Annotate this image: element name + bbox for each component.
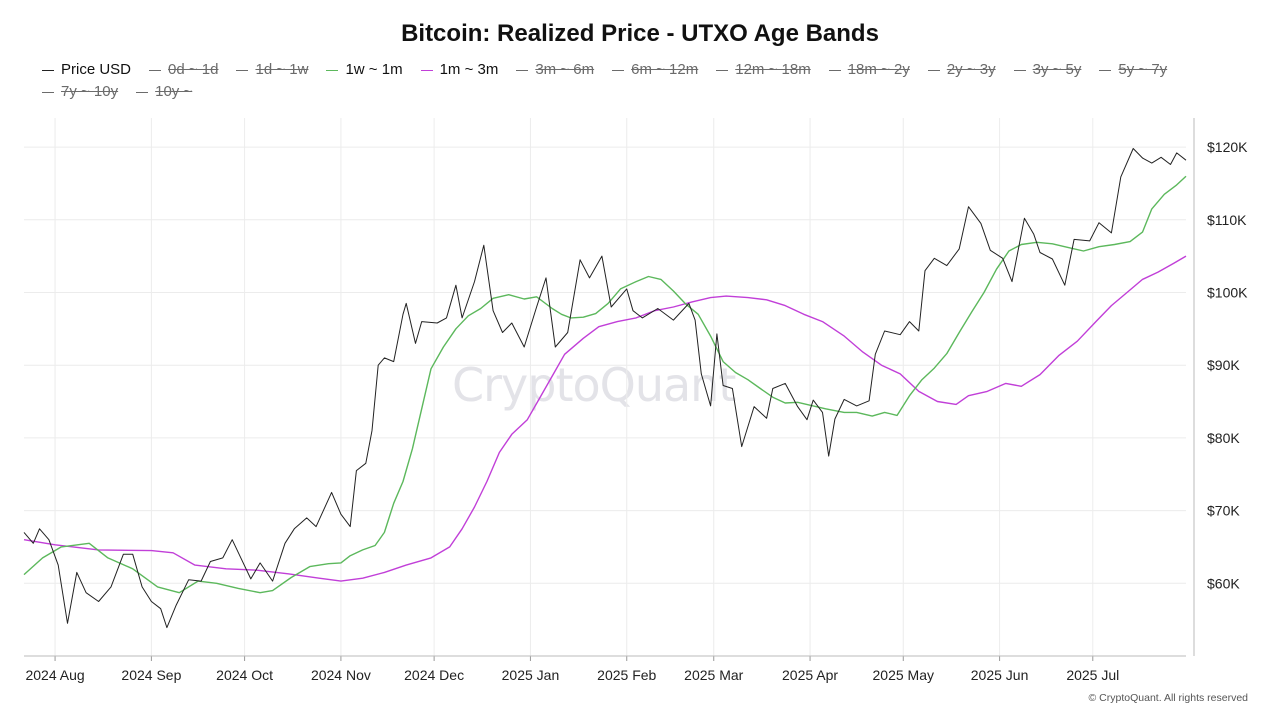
- chart-title: Bitcoin: Realized Price - UTXO Age Bands: [401, 20, 879, 47]
- legend-label: 3y ~ 5y: [1032, 61, 1082, 78]
- x-tick-label: 2025 Jun: [971, 667, 1029, 683]
- y-tick-label: $60K: [1207, 575, 1240, 591]
- legend-item-0[interactable]: Price USD: [42, 61, 131, 79]
- x-tick-label: 2025 May: [873, 667, 934, 683]
- chart-grid: [24, 118, 1186, 656]
- legend-label: 18m ~ 2y: [847, 61, 910, 78]
- y-tick-label: $70K: [1207, 503, 1240, 519]
- x-tick-label: 2025 Apr: [782, 667, 838, 683]
- legend-item-3[interactable]: 1w ~ 1m: [326, 61, 403, 79]
- legend-label: 10y ~: [155, 83, 193, 100]
- y-tick-label: $100K: [1207, 284, 1248, 300]
- legend-swatch: [612, 69, 625, 71]
- x-tick-label: 2024 Nov: [311, 667, 371, 683]
- legend-swatch: [716, 69, 729, 71]
- legend-swatch: [420, 69, 433, 71]
- chart-axes: $60K $70K $80K $90K $100K $110K $120K 2024 Aug 2…: [24, 118, 1248, 683]
- legend-item-4[interactable]: 1m ~ 3m: [420, 61, 499, 79]
- x-tick-label: 2025 Jan: [502, 667, 560, 683]
- legend-swatch: [1013, 69, 1026, 71]
- x-tick-label: 2024 Sep: [121, 667, 181, 683]
- x-tick-label: 2025 Feb: [597, 667, 656, 683]
- legend-item-11[interactable]: 5y ~ 7y: [1099, 61, 1167, 79]
- watermark: CryptoQuant: [452, 358, 736, 412]
- x-tick-label: 2025 Jul: [1066, 667, 1119, 683]
- legend-label: 7y ~ 10y: [61, 83, 119, 100]
- legend-label: 5y ~ 7y: [1118, 61, 1168, 78]
- legend-item-12[interactable]: 7y ~ 10y: [42, 83, 118, 101]
- legend-swatch: [516, 69, 529, 71]
- legend-swatch: [149, 69, 162, 71]
- y-tick-label: $80K: [1207, 430, 1240, 446]
- y-tick-label: $90K: [1207, 357, 1240, 373]
- legend-label: 6m ~ 12m: [631, 61, 699, 78]
- legend-item-10[interactable]: 3y ~ 5y: [1013, 61, 1082, 79]
- legend-label: 2y ~ 3y: [946, 61, 996, 78]
- chart-legend: Price USD 0d ~ 1d 1d ~ 1w 1w ~ 1m 1m ~ 3m 3m …: [42, 61, 1252, 101]
- legend-swatch: [236, 69, 249, 71]
- x-tick-label: 2024 Oct: [216, 667, 273, 683]
- legend-item-9[interactable]: 2y ~ 3y: [927, 61, 996, 79]
- legend-item-6[interactable]: 6m ~ 12m: [612, 61, 698, 79]
- series-line-1w-1m: [23, 175, 1187, 594]
- legend-label: 0d ~ 1d: [168, 61, 219, 78]
- legend-swatch: [927, 69, 940, 71]
- legend-swatch: [136, 91, 149, 93]
- legend-label: 1m ~ 3m: [439, 61, 499, 78]
- legend-label: 1w ~ 1m: [345, 61, 403, 78]
- legend-item-2[interactable]: 1d ~ 1w: [236, 61, 308, 79]
- legend-item-5[interactable]: 3m ~ 6m: [516, 61, 594, 79]
- copyright-footer: © CryptoQuant. All rights reserved: [1088, 692, 1248, 704]
- legend-swatch: [828, 69, 841, 71]
- legend-label: 12m ~ 18m: [735, 61, 811, 78]
- legend-swatch: [42, 91, 54, 93]
- legend-label: Price USD: [61, 61, 132, 78]
- legend-label: 1d ~ 1w: [255, 61, 309, 78]
- y-tick-label: $120K: [1207, 139, 1248, 155]
- legend-item-7[interactable]: 12m ~ 18m: [716, 61, 811, 79]
- legend-item-1[interactable]: 0d ~ 1d: [149, 61, 218, 79]
- legend-item-8[interactable]: 18m ~ 2y: [828, 61, 910, 79]
- legend-swatch: [326, 69, 339, 71]
- chart-series: [23, 148, 1187, 629]
- x-tick-label: 2024 Aug: [25, 667, 84, 683]
- y-tick-label: $110K: [1207, 212, 1247, 228]
- series-line-price-usd: [23, 148, 1187, 629]
- x-tick-label: 2025 Mar: [684, 667, 743, 683]
- x-tick-label: 2024 Dec: [404, 667, 464, 683]
- legend-label: 3m ~ 6m: [535, 61, 595, 78]
- series-line-1m-3m: [23, 255, 1187, 582]
- legend-item-13[interactable]: 10y ~: [136, 83, 192, 101]
- legend-swatch: [1099, 69, 1112, 71]
- legend-swatch: [42, 69, 54, 71]
